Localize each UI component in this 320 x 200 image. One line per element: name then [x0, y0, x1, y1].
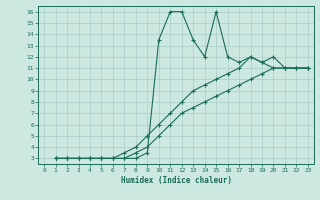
- X-axis label: Humidex (Indice chaleur): Humidex (Indice chaleur): [121, 176, 231, 185]
